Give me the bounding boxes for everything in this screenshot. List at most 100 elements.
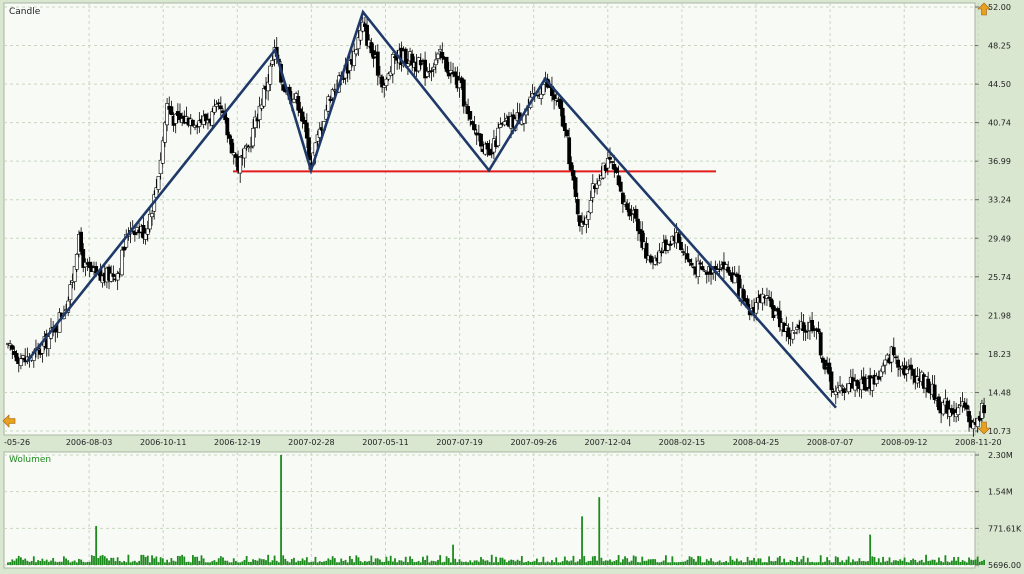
candle-up (584, 217, 589, 225)
volume-bar (284, 558, 287, 565)
volume-bar (84, 562, 87, 565)
volume-bar (647, 559, 650, 565)
volume-bar (441, 562, 444, 565)
candle-up (448, 70, 453, 74)
volume-bar (697, 555, 700, 565)
volume-bar (708, 560, 710, 565)
volume-bar (149, 562, 151, 565)
volume-bar (245, 556, 248, 565)
volume-bar (783, 558, 786, 565)
candle-down (485, 143, 490, 150)
volume-bar (286, 561, 289, 565)
candle-down (625, 203, 630, 210)
volume-bar (828, 560, 831, 565)
candle-up (539, 93, 544, 99)
candle-up (881, 365, 885, 373)
volume-bar (978, 561, 981, 565)
scroll-up-arrow-icon[interactable] (977, 2, 991, 16)
volume-bar (983, 559, 985, 565)
volume-bar (781, 562, 783, 565)
volume-bar (327, 558, 330, 565)
volume-bar (213, 560, 216, 565)
candle-down (453, 71, 458, 77)
volume-bar (90, 555, 93, 565)
candle-up (384, 78, 389, 86)
volume-bar (215, 561, 218, 565)
candle-down (218, 105, 223, 110)
candle-up (457, 79, 462, 89)
candle-down (81, 249, 86, 268)
candle-down (571, 170, 576, 181)
candle-down (818, 332, 823, 356)
volume-bar (525, 561, 528, 565)
volume-bar (652, 559, 654, 565)
volume-bar (667, 562, 669, 565)
volume-bar (703, 562, 706, 565)
candle-down (444, 56, 449, 72)
volume-bar (138, 560, 141, 565)
candle-down (676, 233, 681, 243)
volume-plot-area (3, 451, 976, 569)
volume-bar (331, 556, 334, 565)
volume-bar (69, 562, 72, 565)
volume-bar (179, 556, 181, 565)
volume-bar (116, 557, 119, 565)
volume-bar (458, 559, 461, 565)
candle-down (937, 396, 941, 411)
volume-bar (738, 561, 740, 565)
volume-bar (751, 560, 753, 565)
volume-bar (445, 556, 448, 565)
candle-down (169, 106, 174, 115)
candle-down (562, 122, 567, 131)
volume-bar (899, 559, 902, 565)
volume-bar (563, 556, 566, 565)
volume-bar (262, 559, 265, 565)
candle-down (487, 148, 492, 156)
volume-bar (546, 561, 549, 565)
scroll-left-arrow-icon[interactable] (2, 414, 16, 428)
price-y-axis: 52.00 48.25 44.50 40.74 36.99 33.24 29.49 25.74… (988, 3, 1011, 436)
volume-bar (114, 561, 117, 565)
volume-bar (239, 562, 242, 565)
volume-bar (585, 562, 588, 565)
volume-bar (944, 555, 947, 565)
volume-bar (884, 561, 887, 565)
volume-bar (860, 561, 863, 565)
candle-down (225, 117, 230, 136)
volume-bar (318, 561, 321, 565)
volume-bar (574, 562, 577, 565)
volume-bar (617, 555, 620, 565)
volume-bar (768, 556, 770, 565)
x-tick-label: 2008-04-25 (733, 438, 780, 447)
volume-bar (78, 558, 80, 565)
volume-bar (568, 561, 571, 565)
volume-bar (471, 562, 474, 565)
volume-bar (695, 561, 697, 565)
scroll-down-arrow-icon[interactable] (977, 421, 991, 435)
volume-bar (200, 555, 203, 565)
candle-up (74, 254, 79, 270)
volume-bar (443, 561, 446, 565)
volume-bar (832, 562, 835, 565)
candle-down (659, 251, 664, 254)
volume-bar (407, 562, 409, 565)
volume-bar (265, 560, 267, 565)
volume-bar (469, 560, 472, 565)
volume-bar (56, 562, 59, 565)
volume-bar (852, 559, 854, 565)
volume-bar (637, 562, 639, 565)
volume-bar (957, 556, 960, 565)
candle-up (238, 156, 243, 174)
volume-bar (155, 556, 158, 565)
volume-bar (920, 559, 923, 565)
candle-up (324, 109, 329, 120)
volume-bar (572, 555, 575, 565)
candle-down (479, 133, 483, 147)
volume-bar (950, 560, 953, 565)
candle-up (947, 409, 952, 417)
candle-down (365, 24, 369, 46)
volume-bar (243, 559, 246, 565)
volume-bar (273, 555, 276, 565)
volume-bar (626, 558, 629, 565)
candle-up (623, 201, 627, 205)
